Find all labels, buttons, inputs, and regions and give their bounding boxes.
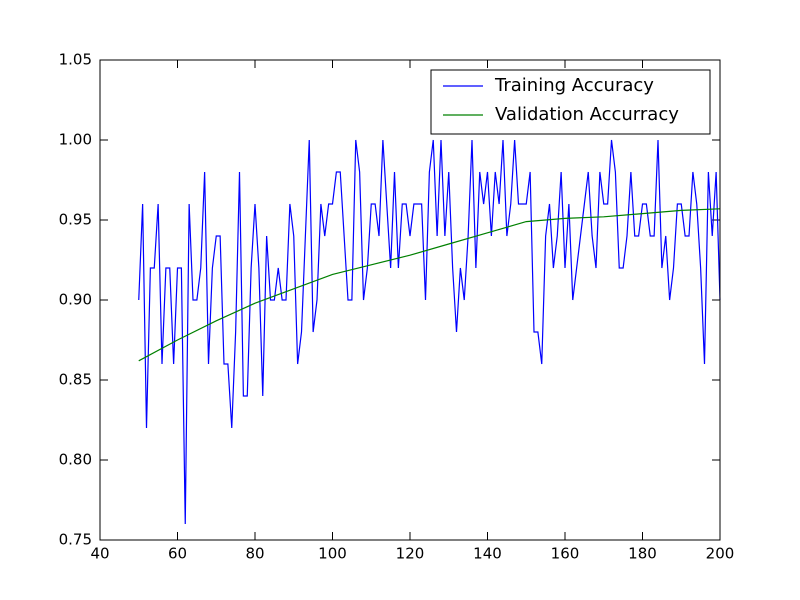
legend-box — [430, 69, 711, 135]
x-tick-label: 80 — [245, 545, 264, 563]
x-tick-label: 200 — [706, 545, 735, 563]
y-tick-label: 0.95 — [59, 211, 92, 229]
legend-label: Training Accuracy — [494, 75, 654, 96]
series-line — [138, 208, 721, 362]
plot-frame — [99, 59, 721, 541]
x-tick-label: 60 — [168, 545, 187, 563]
y-tick-label: 0.75 — [59, 531, 92, 549]
y-tick-label: 0.90 — [59, 291, 92, 309]
x-tick-label: 140 — [473, 545, 502, 563]
series-line — [138, 139, 721, 525]
y-tick-label: 0.80 — [59, 451, 92, 469]
y-tick-label: 0.85 — [59, 371, 92, 389]
x-tick-label: 160 — [551, 545, 580, 563]
x-tick-label: 100 — [318, 545, 347, 563]
x-tick-label: 40 — [90, 545, 109, 563]
x-tick-label: 180 — [628, 545, 657, 563]
y-tick-label: 1.00 — [59, 131, 92, 149]
x-tick-label: 120 — [396, 545, 425, 563]
legend-label: Validation Accurracy — [495, 104, 679, 125]
y-tick-label: 1.05 — [59, 51, 92, 69]
